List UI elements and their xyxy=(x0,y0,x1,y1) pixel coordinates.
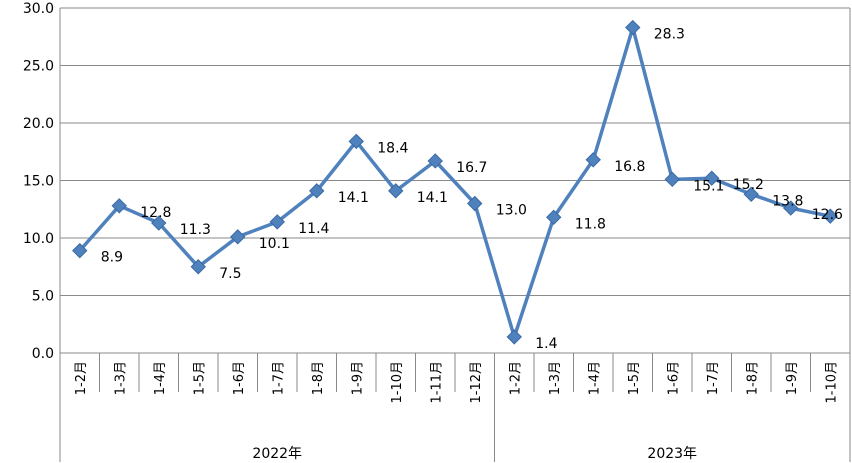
data-label: 7.5 xyxy=(219,266,241,282)
axes xyxy=(59,8,851,462)
data-point xyxy=(664,171,680,188)
data-point xyxy=(704,170,720,186)
x-tick-label: 1-5月 xyxy=(192,361,207,395)
group-label: 2023年 xyxy=(647,446,697,462)
data-label: 12.6 xyxy=(812,207,843,223)
y-tick-label: 20.0 xyxy=(23,116,54,132)
data-label: 16.8 xyxy=(614,159,645,175)
data-label: 14.1 xyxy=(338,190,369,206)
data-point xyxy=(269,214,285,230)
data-point xyxy=(309,183,325,199)
x-tick-label: 1-10月 xyxy=(824,361,839,404)
data-label: 16.7 xyxy=(456,160,487,176)
group-label: 2022年 xyxy=(252,446,302,462)
x-tick-label: 1-4月 xyxy=(587,361,602,395)
x-tick-label: 1-7月 xyxy=(271,361,286,395)
x-tick-label: 1-8月 xyxy=(311,361,326,395)
data-label: 12.8 xyxy=(140,205,171,221)
x-tick-label: 1-8月 xyxy=(745,361,760,395)
x-tick-label: 1-3月 xyxy=(113,361,128,395)
x-tick-label: 1-11月 xyxy=(429,361,444,404)
data-point xyxy=(111,198,127,214)
y-tick-label: 15.0 xyxy=(23,174,54,190)
x-tick-labels: 1-2月 1-3月 1-4月 1-5月 1-6月 1-7月 1-8月 1-9月 1-10月 1-1… xyxy=(74,361,840,404)
data-point xyxy=(348,133,364,150)
data-label: 18.4 xyxy=(377,140,408,156)
data-point xyxy=(388,183,404,199)
y-tick-labels: 0.0 5.0 10.0 15.0 20.0 25.0 30.0 xyxy=(23,1,54,362)
x-tick-label: 1-6月 xyxy=(232,361,247,395)
data-label: 11.4 xyxy=(298,221,329,237)
data-label: 14.1 xyxy=(417,190,448,206)
x-tick-label: 1-6月 xyxy=(666,361,681,395)
x-tick-label: 1-2月 xyxy=(74,361,89,395)
data-point xyxy=(783,200,799,216)
x-tick-label: 1-2月 xyxy=(508,361,523,395)
x-tick-label: 1-5月 xyxy=(627,361,642,395)
y-tick-label: 25.0 xyxy=(23,59,54,75)
data-point xyxy=(467,195,483,212)
data-point xyxy=(585,152,601,168)
y-tick-label: 10.0 xyxy=(23,231,54,247)
data-point xyxy=(72,242,88,259)
data-labels: 8.9 12.8 11.3 7.5 10.1 11.4 14.1 18.4 14.1 16.7 13… xyxy=(101,27,852,352)
data-label: 13.0 xyxy=(496,203,527,219)
data-point xyxy=(190,259,206,275)
data-label: 28.3 xyxy=(654,27,685,43)
x-tick-label: 1-7月 xyxy=(706,361,721,395)
data-point xyxy=(506,329,522,345)
x-tick-label: 1-4月 xyxy=(153,361,168,395)
data-label: 13.8 xyxy=(772,193,803,209)
x-group-labels: 2022年 2023年 xyxy=(252,446,697,462)
series xyxy=(72,19,838,345)
data-label: 10.1 xyxy=(259,236,290,252)
data-label: 1.4 xyxy=(535,336,557,352)
x-tick-label: 1-9月 xyxy=(785,361,800,395)
data-point xyxy=(822,208,838,224)
data-point xyxy=(546,209,562,226)
y-tick-label: 5.0 xyxy=(32,289,54,305)
data-label: 15.2 xyxy=(733,177,764,193)
x-tick-label: 1-9月 xyxy=(350,361,365,395)
data-label: 15.1 xyxy=(693,178,724,194)
data-point xyxy=(230,229,246,245)
data-point xyxy=(427,153,443,169)
y-tick-label: 30.0 xyxy=(23,1,54,17)
x-tick-label: 1-10月 xyxy=(390,361,405,404)
y-tick-label: 0.0 xyxy=(32,346,54,362)
data-label: 8.9 xyxy=(101,250,123,266)
data-label: 11.3 xyxy=(180,222,211,238)
x-tick-label: 1-3月 xyxy=(548,361,563,395)
x-tick-label: 1-12月 xyxy=(469,361,484,404)
data-point xyxy=(151,215,167,231)
grid-lines xyxy=(60,7,850,354)
data-point xyxy=(625,19,641,36)
data-point xyxy=(743,186,759,203)
data-label: 11.8 xyxy=(575,216,606,232)
